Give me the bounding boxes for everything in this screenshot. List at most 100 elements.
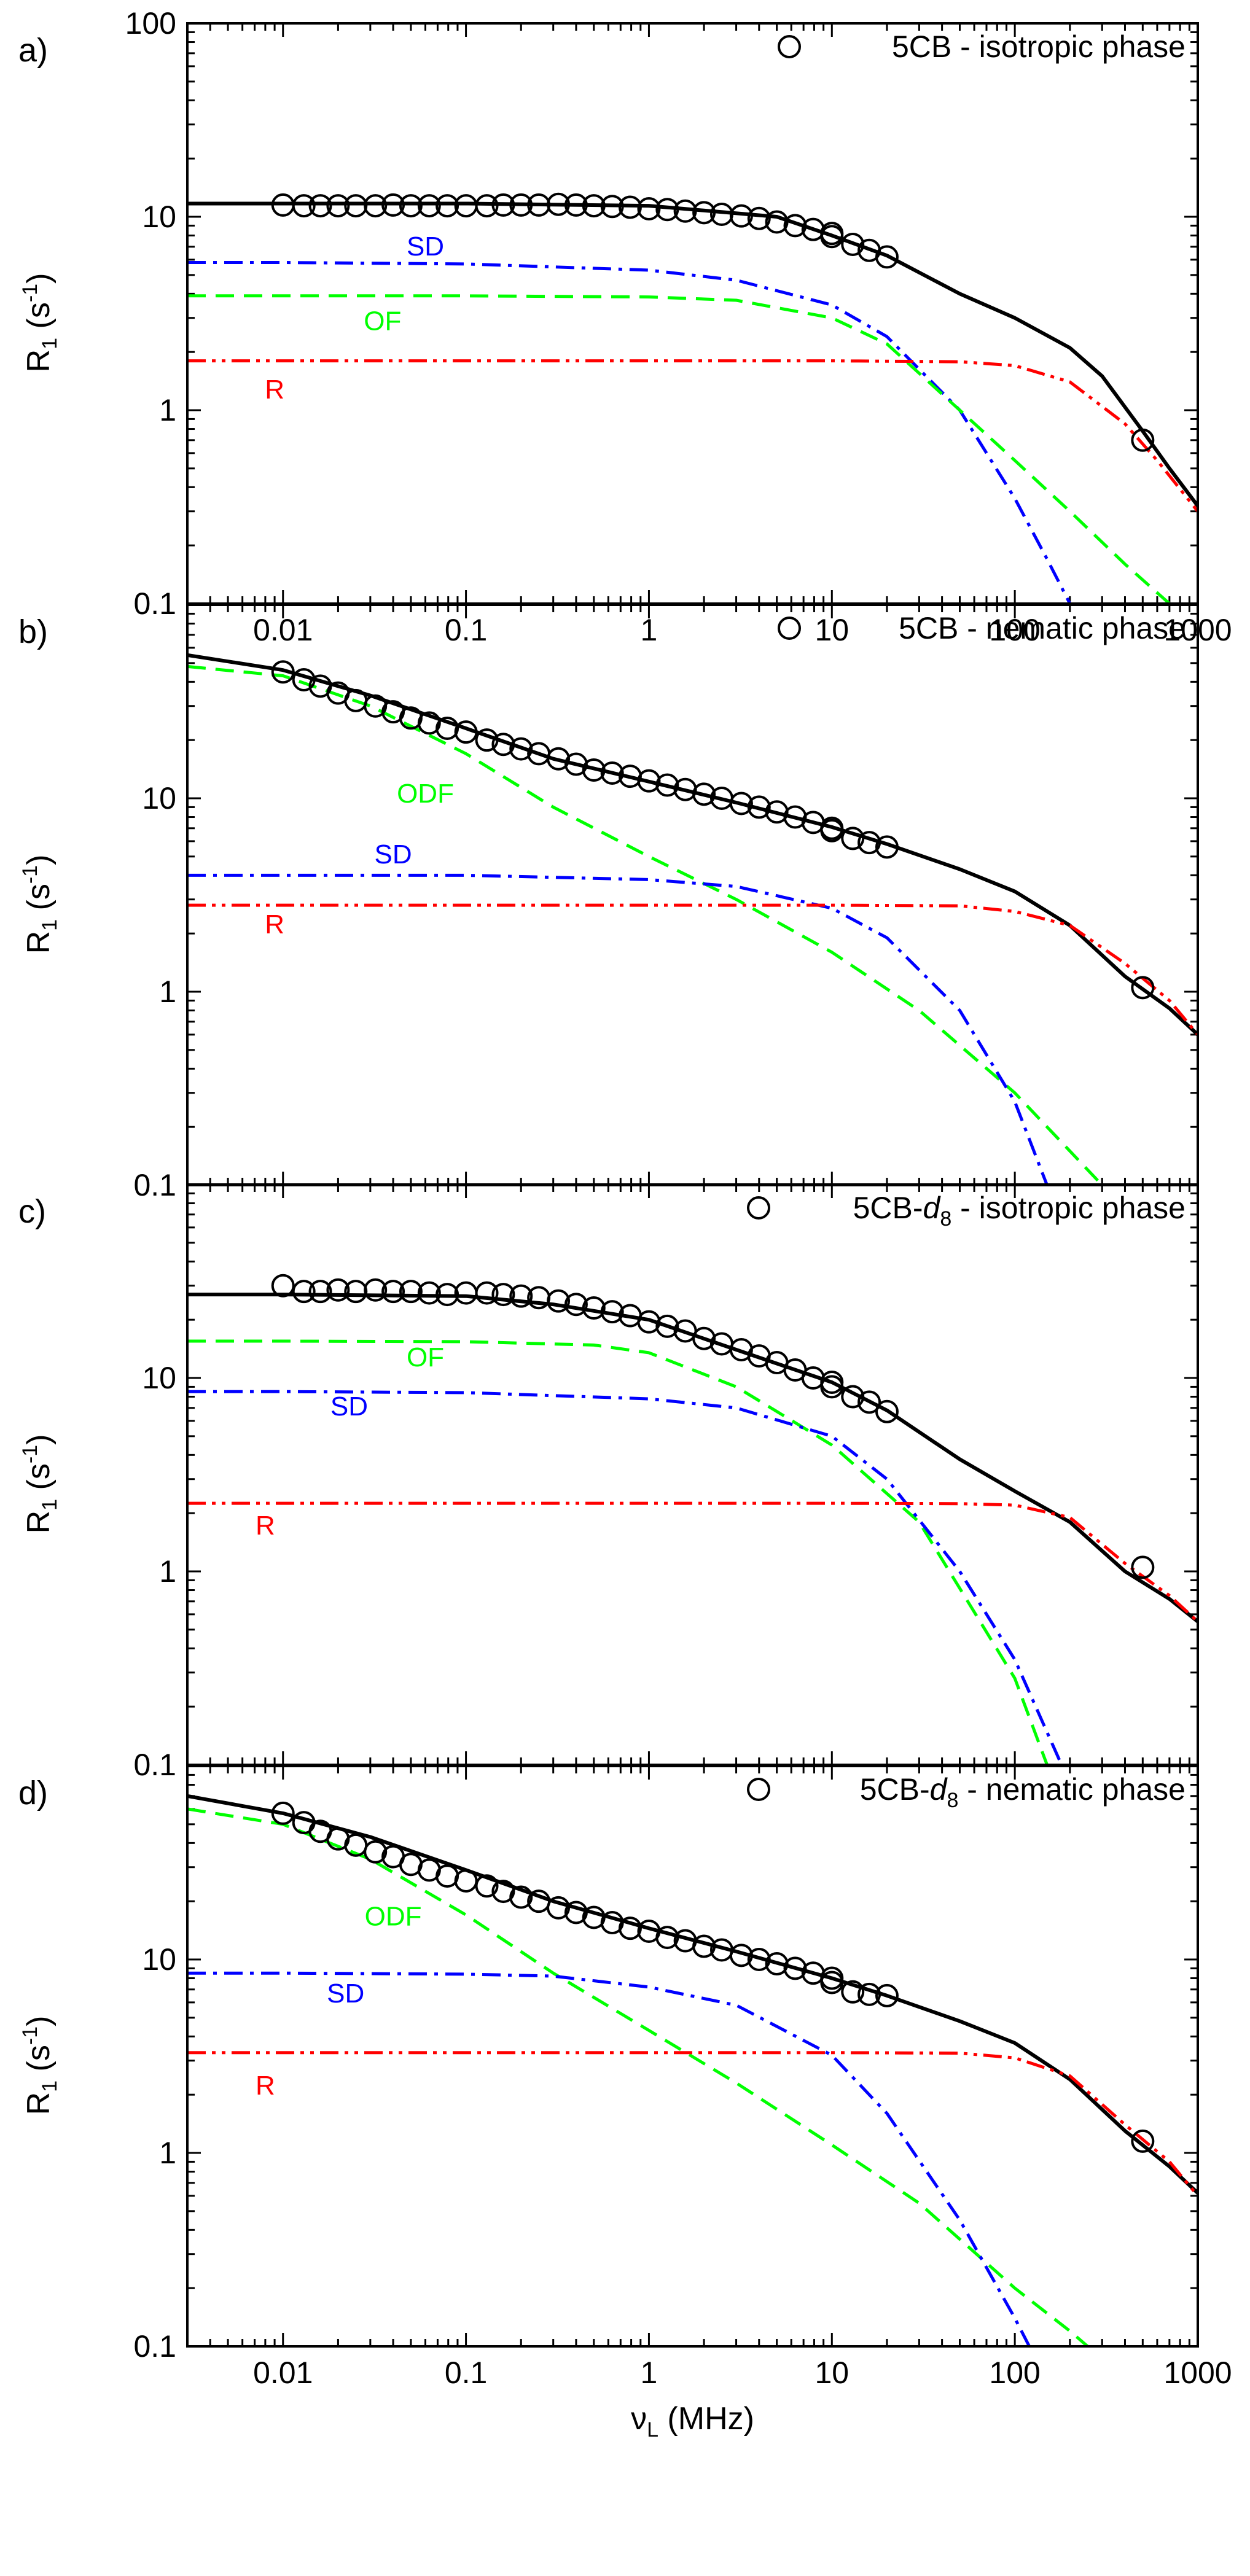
series-r-line	[187, 2051, 1198, 2197]
y-tick-label: 1	[159, 1554, 176, 1589]
legend-marker	[778, 617, 801, 640]
data-point	[436, 717, 459, 741]
panel-letter: a)	[18, 32, 48, 69]
data-point	[841, 1385, 865, 1409]
data-point	[509, 1284, 533, 1308]
y-tick-label: 0.1	[133, 2329, 176, 2364]
data-point	[692, 1934, 716, 1958]
panel-d: 0.1 1 10 0.01 0.1 1 10 100 1000 R1 (s-1) d) ODF SD R 5…	[18, 1765, 1232, 2442]
x-tick-label: 100	[989, 613, 1040, 647]
component-label-r: R	[265, 909, 284, 940]
data-point	[509, 737, 533, 761]
data-point	[600, 195, 624, 219]
component-label-sd: SD	[327, 1979, 364, 2009]
component-label-sd: SD	[375, 839, 412, 870]
series-of-line	[187, 1339, 1049, 1765]
series-odf-line	[187, 664, 1104, 1185]
data-point	[637, 769, 661, 793]
data-point	[841, 1980, 865, 2004]
data-point	[292, 667, 316, 691]
data-point	[692, 782, 716, 806]
series-total-line	[187, 1794, 1198, 2195]
plot-frame	[186, 1765, 1199, 2348]
data-point	[417, 711, 441, 735]
x-axis-title: νL (MHz)	[631, 2401, 754, 2442]
data-point	[491, 733, 515, 757]
data-point	[491, 1283, 515, 1307]
data-point	[292, 194, 316, 218]
component-label-of: OF	[407, 1342, 444, 1372]
data-point	[381, 193, 405, 217]
y-tick-label: 0.1	[133, 586, 176, 621]
data-point	[381, 1280, 405, 1304]
data-point	[547, 1289, 571, 1313]
data-point	[600, 761, 624, 785]
component-label-odf: ODF	[365, 1902, 422, 1932]
series-sd-line	[187, 261, 1072, 604]
data-point	[783, 214, 807, 238]
series-odf-line	[187, 1807, 1089, 2346]
x-tick-label: 1	[641, 613, 658, 647]
data-point	[600, 1300, 624, 1324]
data-point	[564, 193, 588, 217]
data-point	[454, 720, 478, 744]
data-point	[436, 194, 459, 218]
series-total-line	[187, 1293, 1198, 1624]
data-point	[1131, 428, 1155, 452]
data-point	[729, 204, 753, 228]
panel-letter: d)	[18, 1775, 48, 1811]
legend-marker	[747, 1778, 770, 1801]
data-point	[857, 831, 881, 855]
x-tick-label: 1	[641, 2356, 658, 2390]
data-point	[475, 1874, 499, 1898]
data-point	[399, 1280, 423, 1304]
data-point	[765, 1952, 789, 1976]
data-point	[655, 198, 679, 222]
data-point	[637, 197, 661, 220]
data-point	[1131, 1555, 1155, 1579]
panel-b: 0.1 1 10 R1 (s-1) b) ODF SD R 5CB - nematic phas…	[18, 604, 1199, 1202]
data-point	[308, 194, 332, 218]
y-axis-title: R1 (s-1)	[18, 2016, 61, 2115]
data-point	[454, 1869, 478, 1893]
data-point	[364, 194, 388, 218]
y-tick-label: 100	[125, 6, 176, 41]
component-label-sd: SD	[407, 232, 444, 262]
panel-c: 0.1 1 10 R1 (s-1) c) OF SD R 5CB-d8 - isotropic …	[18, 1183, 1199, 1782]
data-point	[271, 660, 295, 684]
data-point	[655, 1314, 679, 1338]
series-total-line	[187, 201, 1198, 507]
data-point	[564, 1293, 588, 1317]
data-point	[582, 194, 606, 218]
data-point	[875, 245, 899, 269]
data-point	[475, 1281, 499, 1305]
data-point	[673, 199, 697, 223]
x-tick-label: 1000	[1163, 2356, 1232, 2390]
data-point	[875, 1983, 899, 2007]
plot-frame	[186, 22, 1199, 605]
y-tick-label: 1	[159, 2136, 176, 2170]
data-point	[475, 728, 499, 752]
data-point	[841, 232, 865, 256]
data-point	[783, 1956, 807, 1980]
data-point	[475, 194, 499, 218]
y-axis-title: R1 (s-1)	[18, 855, 61, 954]
component-label-r: R	[265, 375, 284, 405]
data-point	[747, 795, 771, 819]
x-tick-label: 0.01	[253, 2356, 313, 2390]
series-sd-line	[187, 1390, 1063, 1765]
series-of-line	[187, 294, 1171, 604]
data-point	[875, 835, 899, 859]
series-r-line	[187, 359, 1198, 513]
data-point	[747, 1948, 771, 1971]
y-tick-label: 1	[159, 975, 176, 1009]
x-tick-label: 10	[814, 2356, 849, 2390]
data-point	[875, 1399, 899, 1423]
data-point	[491, 193, 515, 217]
data-point	[292, 1280, 316, 1304]
data-point	[747, 206, 771, 230]
data-point	[618, 195, 642, 219]
component-label-r: R	[256, 1511, 275, 1541]
data-point	[841, 827, 865, 850]
